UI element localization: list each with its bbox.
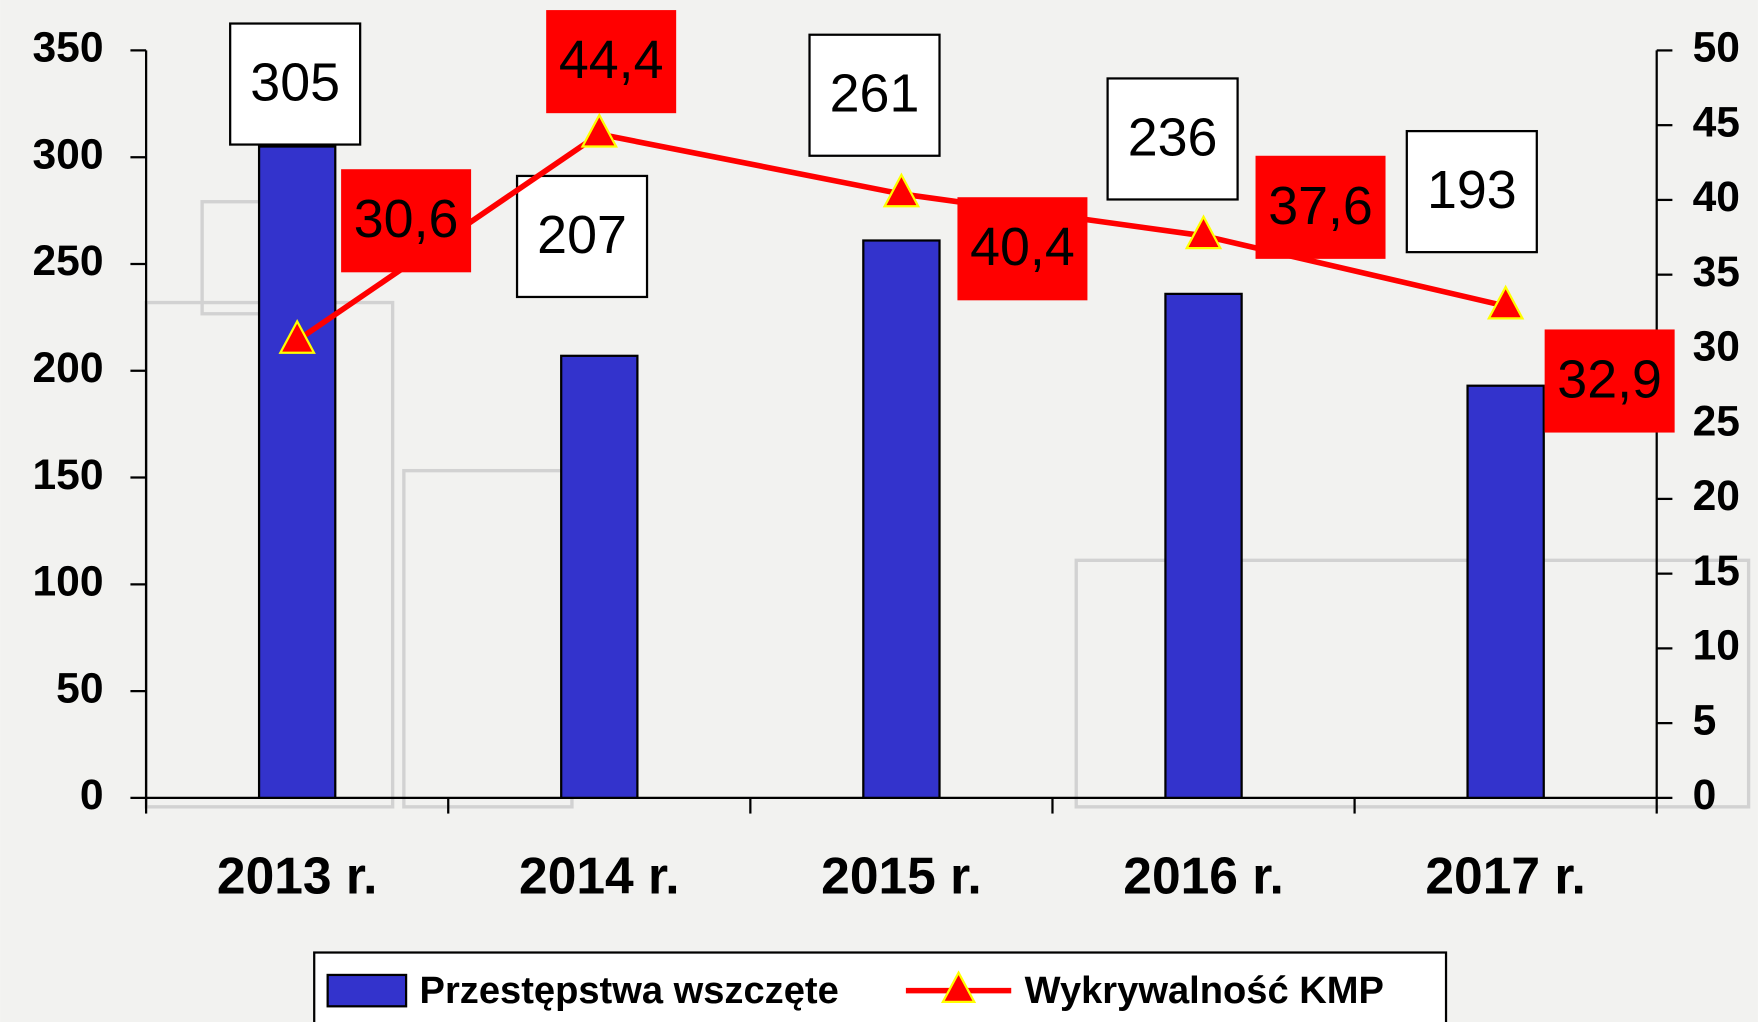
y-tick-label: 250 xyxy=(32,237,103,285)
y-tick-label: 200 xyxy=(32,344,103,392)
x-tick-label: 2017 r. xyxy=(1425,846,1585,904)
chart: 0 50 100 150 200 250 300 350 0 5 10 15 20 25 30 35 40 45 5… xyxy=(0,0,1758,1022)
bar-label: 207 xyxy=(537,205,627,265)
y2-tick-label: 0 xyxy=(1693,771,1717,819)
bar xyxy=(259,147,335,798)
y-tick-label: 50 xyxy=(56,664,103,712)
y2-tick-label: 10 xyxy=(1693,622,1740,670)
bar xyxy=(1165,294,1241,798)
bar-label: 193 xyxy=(1427,160,1517,220)
y-tick-label: 300 xyxy=(32,130,103,178)
bar-label: 236 xyxy=(1128,107,1218,167)
line-label: 44,4 xyxy=(559,30,664,90)
y2-tick-label: 20 xyxy=(1693,472,1740,520)
bar xyxy=(1468,386,1544,798)
y2-tick-label: 25 xyxy=(1693,397,1740,445)
y-tick-label: 100 xyxy=(32,558,103,606)
line-label: 30,6 xyxy=(354,189,459,249)
y2-tick-label: 15 xyxy=(1693,547,1740,595)
y2-tick-label: 50 xyxy=(1693,24,1740,72)
y-tick-label: 350 xyxy=(32,24,103,72)
bar-label: 305 xyxy=(250,52,340,112)
y2-tick-label: 45 xyxy=(1693,98,1740,146)
x-tick-label: 2013 r. xyxy=(217,846,377,904)
x-tick-label: 2014 r. xyxy=(519,846,679,904)
y2-tick-label: 5 xyxy=(1693,696,1717,744)
x-tick-label: 2015 r. xyxy=(821,846,981,904)
line-label: 37,6 xyxy=(1268,176,1373,236)
legend-label: Przestępstwa wszczęte xyxy=(420,970,839,1012)
bar xyxy=(561,356,637,798)
line-label: 32,9 xyxy=(1557,349,1662,409)
legend-swatch xyxy=(328,975,406,1006)
y-tick-label: 0 xyxy=(80,771,104,819)
page: {"chart_data": { "type": "bar", "categor… xyxy=(0,0,1758,1022)
bar xyxy=(863,240,939,797)
legend-label: Wykrywalność KMP xyxy=(1025,970,1384,1012)
y-tick-label: 150 xyxy=(32,451,103,499)
y2-tick-label: 35 xyxy=(1693,248,1740,296)
line-label: 40,4 xyxy=(970,217,1075,277)
y2-tick-label: 40 xyxy=(1693,173,1740,221)
x-tick-label: 2016 r. xyxy=(1123,846,1283,904)
y2-tick-label: 30 xyxy=(1693,323,1740,371)
bar-label: 261 xyxy=(830,64,920,124)
